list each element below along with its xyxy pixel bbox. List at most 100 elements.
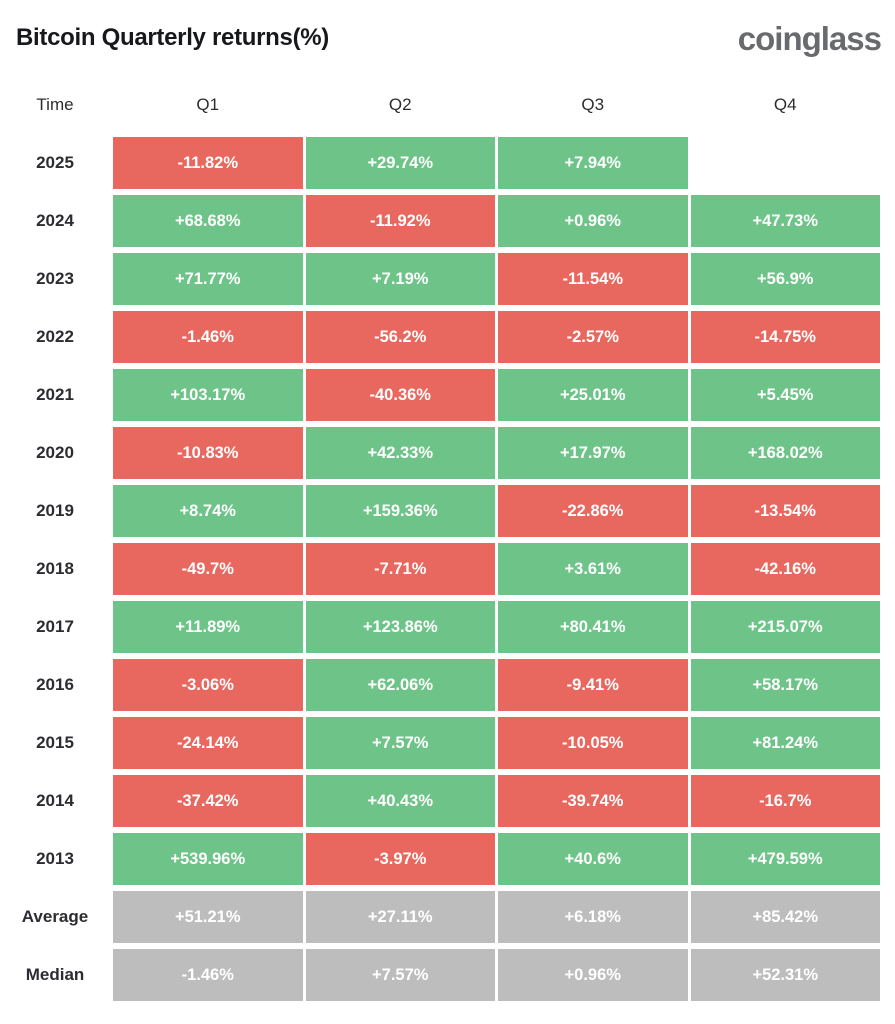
row-label: Median <box>25 965 85 984</box>
return-cell: +6.18% <box>498 891 688 943</box>
row-label: 2016 <box>36 675 74 694</box>
row-label: 2025 <box>36 153 74 172</box>
return-cell: +215.07% <box>690 601 880 653</box>
table-row: 2015 -24.14% +7.57% -10.05% +81.24% <box>0 717 880 769</box>
return-cell: -24.14% <box>113 717 303 769</box>
return-cell: +5.45% <box>690 369 880 421</box>
return-cell: +80.41% <box>498 601 688 653</box>
column-header-time: Time <box>36 95 74 114</box>
table-row: 2020 -10.83% +42.33% +17.97% +168.02% <box>0 427 880 479</box>
return-cell: +0.96% <box>498 949 688 1001</box>
column-header-q4: Q4 <box>773 95 797 114</box>
return-cell: -1.46% <box>113 949 303 1001</box>
column-header-q1: Q1 <box>196 95 220 114</box>
header-bar: Bitcoin Quarterly returns(%) coinglass <box>0 0 895 57</box>
return-cell: +3.61% <box>498 543 688 595</box>
return-cell: +25.01% <box>498 369 688 421</box>
return-cell: +0.96% <box>498 195 688 247</box>
return-cell: -40.36% <box>305 369 495 421</box>
return-cell: -10.05% <box>498 717 688 769</box>
return-cell: +123.86% <box>305 601 495 653</box>
return-cell: +539.96% <box>113 833 303 885</box>
return-cell: +51.21% <box>113 891 303 943</box>
return-cell: -10.83% <box>113 427 303 479</box>
return-cell: +52.31% <box>690 949 880 1001</box>
return-cell: +168.02% <box>690 427 880 479</box>
return-cell: -37.42% <box>113 775 303 827</box>
column-header-q2: Q2 <box>388 95 412 114</box>
return-cell: +7.57% <box>305 717 495 769</box>
table-row: Average +51.21% +27.11% +6.18% +85.42% <box>0 891 880 943</box>
return-cell: +103.17% <box>113 369 303 421</box>
row-label: 2013 <box>36 849 74 868</box>
return-cell: +29.74% <box>305 137 495 189</box>
table-row: 2014 -37.42% +40.43% -39.74% -16.7% <box>0 775 880 827</box>
return-cell: -9.41% <box>498 659 688 711</box>
return-cell: +27.11% <box>305 891 495 943</box>
return-cell: -2.57% <box>498 311 688 363</box>
row-label: 2019 <box>36 501 74 520</box>
return-cell: -16.7% <box>690 775 880 827</box>
return-cell: +159.36% <box>305 485 495 537</box>
row-label: 2023 <box>36 269 74 288</box>
table-row: 2016 -3.06% +62.06% -9.41% +58.17% <box>0 659 880 711</box>
return-cell: -3.97% <box>305 833 495 885</box>
return-cell: +7.19% <box>305 253 495 305</box>
return-cell: -14.75% <box>690 311 880 363</box>
return-cell: +42.33% <box>305 427 495 479</box>
table-row: Median -1.46% +7.57% +0.96% +52.31% <box>0 949 880 1001</box>
return-cell: +58.17% <box>690 659 880 711</box>
table-row: 2024 +68.68% -11.92% +0.96% +47.73% <box>0 195 880 247</box>
return-cell: -22.86% <box>498 485 688 537</box>
return-cell: -11.54% <box>498 253 688 305</box>
table-row: 2013 +539.96% -3.97% +40.6% +479.59% <box>0 833 880 885</box>
coinglass-logo: coinglass <box>737 20 882 57</box>
return-cell: +479.59% <box>690 833 880 885</box>
page-title: Bitcoin Quarterly returns(%) <box>16 24 329 51</box>
row-label: 2021 <box>36 385 74 404</box>
table-row: 2022 -1.46% -56.2% -2.57% -14.75% <box>0 311 880 363</box>
column-header-q3: Q3 <box>581 95 605 114</box>
table-row: 2023 +71.77% +7.19% -11.54% +56.9% <box>0 253 880 305</box>
return-cell: -42.16% <box>690 543 880 595</box>
return-cell: +71.77% <box>113 253 303 305</box>
row-label: Average <box>21 907 89 926</box>
return-cell: +85.42% <box>690 891 880 943</box>
return-cell: +56.9% <box>690 253 880 305</box>
return-cell: -1.46% <box>113 311 303 363</box>
return-cell: -56.2% <box>305 311 495 363</box>
row-label: 2015 <box>36 733 74 752</box>
row-label: 2014 <box>36 791 74 810</box>
return-cell: -49.7% <box>113 543 303 595</box>
table-row: 2017 +11.89% +123.86% +80.41% +215.07% <box>0 601 880 653</box>
row-label: 2022 <box>36 327 74 346</box>
return-cell <box>691 137 881 189</box>
return-cell: +7.57% <box>305 949 495 1001</box>
row-label: 2017 <box>36 617 74 636</box>
return-cell: +81.24% <box>690 717 880 769</box>
table-row: 2025 -11.82% +29.74% +7.94% <box>0 137 880 189</box>
return-cell: -39.74% <box>498 775 688 827</box>
row-label: 2018 <box>36 559 74 578</box>
return-cell: +8.74% <box>113 485 303 537</box>
return-cell: +40.6% <box>498 833 688 885</box>
return-cell: +17.97% <box>498 427 688 479</box>
return-cell: +7.94% <box>498 137 688 189</box>
return-cell: +11.89% <box>113 601 303 653</box>
return-cell: -7.71% <box>305 543 495 595</box>
return-cell: -3.06% <box>113 659 303 711</box>
table-row: 2018 -49.7% -7.71% +3.61% -42.16% <box>0 543 880 595</box>
table-row: 2019 +8.74% +159.36% -22.86% -13.54% <box>0 485 880 537</box>
return-cell: +68.68% <box>113 195 303 247</box>
returns-table: Time Q1 Q2 Q3 Q4 2025 -11.82% +29.74% +7.94… <box>0 94 895 1001</box>
row-label: 2024 <box>36 211 74 230</box>
return-cell: -13.54% <box>690 485 880 537</box>
return-cell: +47.73% <box>690 195 880 247</box>
column-header-row: Time Q1 Q2 Q3 Q4 <box>0 94 880 116</box>
row-label: 2020 <box>36 443 74 462</box>
return-cell: +40.43% <box>305 775 495 827</box>
table-row: 2021 +103.17% -40.36% +25.01% +5.45% <box>0 369 880 421</box>
return-cell: -11.82% <box>113 137 303 189</box>
return-cell: +62.06% <box>305 659 495 711</box>
